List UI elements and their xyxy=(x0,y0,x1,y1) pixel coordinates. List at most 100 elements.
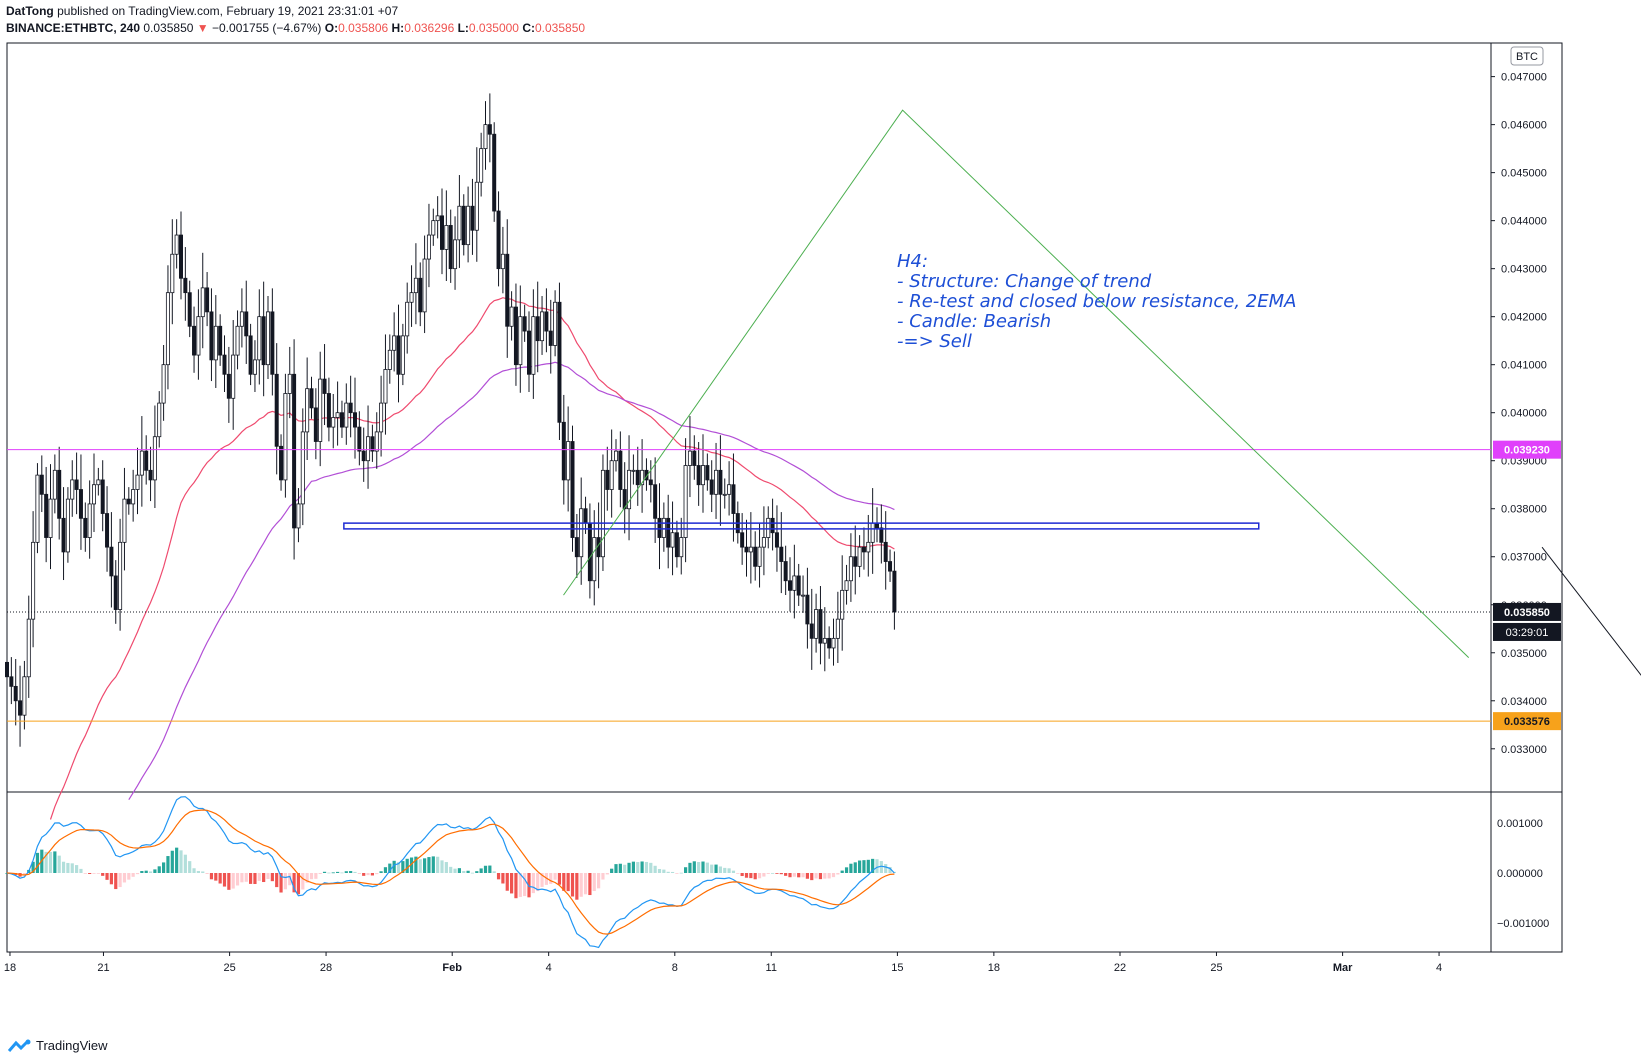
open-value: 0.035806 xyxy=(338,21,389,35)
candle-up xyxy=(52,469,57,500)
candle-down xyxy=(522,316,527,332)
macd-histogram-bar xyxy=(849,863,853,873)
macd-histogram-bar xyxy=(736,873,740,874)
candles[interactable] xyxy=(5,93,897,747)
macd-histogram-bar xyxy=(731,870,736,873)
macd-histogram-bar xyxy=(283,873,287,890)
macd-histogram-bar xyxy=(644,861,649,873)
candle-down xyxy=(544,311,549,332)
drawings[interactable]: H4:- Structure: Change of trend- Re-test… xyxy=(7,109,1641,722)
currency-badge xyxy=(1510,46,1544,66)
macd-histogram-bar xyxy=(592,873,596,892)
open-label: O: xyxy=(324,21,339,35)
publish-date: published on TradingView.com, February 1… xyxy=(57,4,399,18)
last-price-label: 0.035850 xyxy=(1504,607,1550,619)
candle-up xyxy=(265,311,270,366)
candle-down xyxy=(705,465,710,481)
macd-histogram-bar xyxy=(414,856,418,873)
candle-up xyxy=(579,508,584,558)
symbol-info: BINANCE:ETHBTC, 240 0.035850 ▼ −0.001755… xyxy=(6,21,585,35)
symbol-label[interactable]: BINANCE:ETHBTC, 240 xyxy=(6,21,141,35)
candle-up xyxy=(131,489,136,505)
macd-histogram-bar xyxy=(570,873,575,897)
macd-histogram-bar xyxy=(436,856,440,873)
down-triangle-icon: ▼ xyxy=(196,21,209,35)
macd-histogram-bar xyxy=(762,873,766,877)
candle-down xyxy=(805,594,810,625)
price-tick-label: 0.037000 xyxy=(1501,552,1547,564)
candle-up xyxy=(161,364,166,404)
macd-histogram-bar xyxy=(349,871,353,873)
macd-histogram-bar xyxy=(740,873,744,877)
price-tick-label: 0.046000 xyxy=(1501,120,1547,132)
candle-up xyxy=(566,441,571,481)
macd-histogram-bar xyxy=(557,873,562,885)
time-tick-label: 18 xyxy=(4,962,16,974)
macd-histogram-bar xyxy=(118,873,122,888)
macd-histogram-bar xyxy=(101,873,105,876)
macd-histogram-bar xyxy=(749,873,753,879)
macd-histogram-bar xyxy=(614,864,618,873)
candle-up xyxy=(139,450,144,476)
macd-histogram-bar xyxy=(92,873,96,874)
macd-histogram-bar xyxy=(718,866,722,873)
candle-down xyxy=(309,388,314,409)
price-tick-label: 0.035000 xyxy=(1501,648,1547,660)
macd-tick-label: 0.000000 xyxy=(1497,868,1543,880)
candle-up xyxy=(722,493,727,496)
macd-histogram-bar xyxy=(527,873,531,898)
candle-up xyxy=(165,292,170,366)
price-tick-label: 0.042000 xyxy=(1501,312,1547,324)
macd-histogram-bar xyxy=(105,873,109,880)
candle-up xyxy=(152,436,157,481)
macd-histogram-bar xyxy=(879,861,883,873)
pattern-lines xyxy=(563,109,1470,658)
candle-up xyxy=(331,417,336,428)
high-value: 0.036296 xyxy=(404,21,455,35)
macd-histogram-bar xyxy=(492,871,496,873)
candle-up xyxy=(170,253,175,294)
candle-down xyxy=(818,609,823,644)
macd-histogram-bar xyxy=(788,873,792,878)
candle-up xyxy=(296,503,301,529)
macd-histogram-bar xyxy=(888,867,892,873)
candle-up xyxy=(761,537,766,548)
candle-down xyxy=(535,316,540,342)
candle-up xyxy=(453,239,458,270)
macd-histogram-bar xyxy=(192,868,196,873)
macd-histogram-bar xyxy=(801,873,805,878)
author-name[interactable]: DatTong xyxy=(6,4,54,18)
price-axis[interactable]: 0.047000 0.046000 0.045000 0.044000 0.043000… xyxy=(1491,46,1561,930)
macd-histogram-bar xyxy=(553,873,557,880)
high-label: H: xyxy=(391,21,405,35)
time-tick-label: 11 xyxy=(766,962,777,974)
candle-up xyxy=(257,316,262,361)
candle-down xyxy=(644,469,649,481)
macd-histogram-bar xyxy=(296,873,301,895)
macd-histogram-bar xyxy=(662,869,666,873)
macd-histogram-bar xyxy=(579,873,583,897)
macd-histogram-bar xyxy=(214,873,218,881)
price-tick-label: 0.038000 xyxy=(1501,504,1547,516)
candle-up xyxy=(661,517,666,538)
candle-down xyxy=(226,373,231,399)
candle-up xyxy=(87,503,92,538)
candle-down xyxy=(9,676,14,687)
macd-histogram-bar xyxy=(409,857,414,873)
candle-down xyxy=(270,311,275,375)
macd-histogram-bar xyxy=(723,867,727,873)
time-axis[interactable]: 18 21 25 28 Feb 4 8 11 15 18 22 25 Mar 4 xyxy=(4,952,1442,974)
macd-histogram-bar xyxy=(627,862,631,873)
annotation-line: - Candle: Bearish xyxy=(897,311,1051,332)
macd-histogram-bar xyxy=(88,873,92,874)
macd-histogram-bar xyxy=(270,873,274,882)
macd-histogram-bar xyxy=(257,873,261,881)
macd-histogram-bar xyxy=(22,873,26,875)
macd-histogram-bar xyxy=(771,872,775,874)
annotation-line: -=> Sell xyxy=(897,331,972,352)
candle-up xyxy=(400,335,405,375)
candle-up xyxy=(413,277,418,294)
macd-histogram-bar xyxy=(48,851,53,873)
macd-histogram-bar xyxy=(309,873,314,880)
